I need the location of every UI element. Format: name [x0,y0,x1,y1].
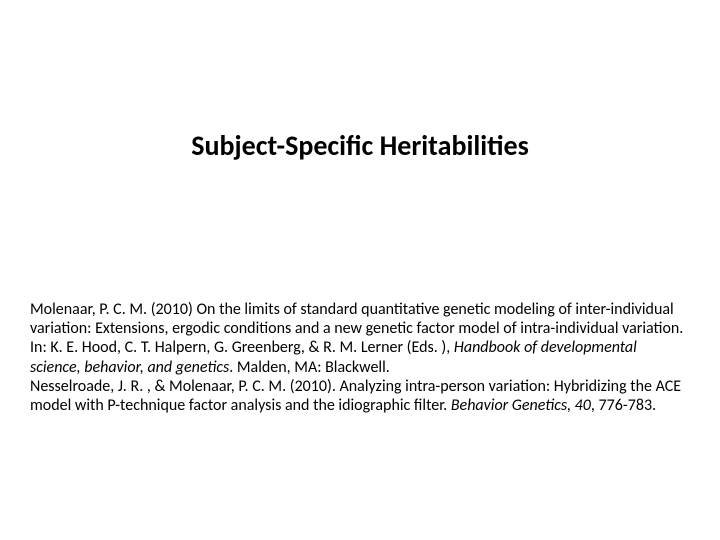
slide-title: Subject-Specific Heritabilities [0,128,720,163]
ref1-text-b: . Malden, MA: Blackwell. [229,358,390,377]
references-block: Molenaar, P. C. M. (2010) On the limits … [30,300,690,415]
ref2-italic: Behavior Genetics, 40 [451,396,591,415]
ref2-text-b: , 776-783. [591,396,656,415]
reference-1: Molenaar, P. C. M. (2010) On the limits … [30,300,690,377]
slide-container: Subject-Specific Heritabilities Molenaar… [0,0,720,540]
reference-2: Nesselroade, J. R. , & Molenaar, P. C. M… [30,377,690,415]
